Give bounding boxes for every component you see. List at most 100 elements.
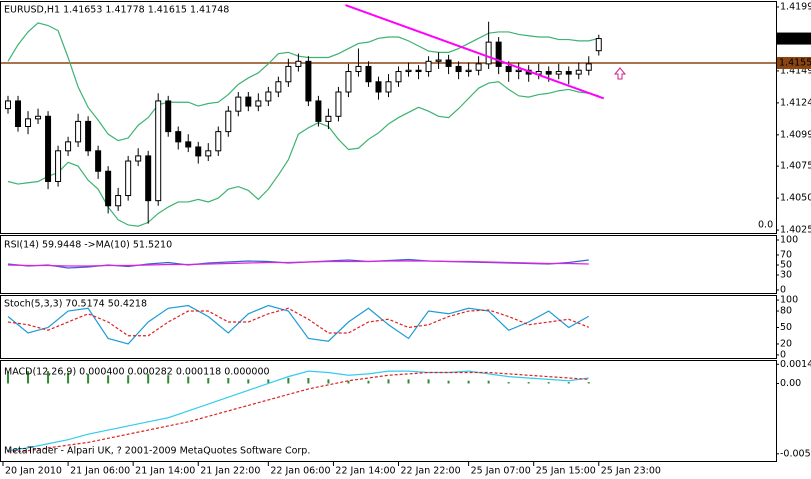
candle-body — [375, 81, 382, 93]
candle-body — [325, 115, 332, 122]
candle-body — [415, 69, 422, 73]
y-tick-label: 20 — [780, 338, 792, 349]
candle-body — [115, 195, 122, 207]
y-tick-label: 1.40250 — [780, 225, 811, 236]
x-tick-label: 25 Jan 15:00 — [536, 466, 596, 477]
y-tick-label: 0 — [780, 349, 786, 360]
candle-body — [5, 100, 12, 110]
trend-line — [345, 4, 605, 100]
y-tick-label: 1.41245 — [780, 97, 811, 108]
candle-body — [455, 65, 462, 73]
x-tick-label: 25 Jan 07:00 — [471, 466, 531, 477]
candle-body — [255, 100, 262, 107]
candle-body — [95, 150, 102, 172]
y-tick-label: 80 — [780, 306, 792, 317]
y-tick-label: 50 — [780, 260, 792, 271]
candle-body — [145, 155, 152, 202]
stoch-title: Stoch(5,3,3) 70.5174 50.4218 — [4, 299, 147, 310]
candle-body — [445, 59, 452, 67]
y-tick-label: 70 — [780, 250, 792, 261]
candle-body — [555, 71, 562, 75]
candle-body — [545, 71, 552, 75]
x-tick-label: 22 Jan 14:00 — [335, 466, 395, 477]
indicator-line — [7, 260, 589, 267]
candle-body — [285, 65, 292, 83]
macd-title: MACD(12,26,9) 0.000400 0.000282 0.000118… — [4, 367, 270, 378]
indicator-line — [7, 307, 589, 337]
last-price-box — [777, 32, 811, 45]
candle-body — [135, 155, 142, 162]
y-tick-label: -0.00513 — [780, 448, 811, 459]
candle-body — [355, 65, 362, 73]
y-tick-label: 1.40750 — [780, 161, 811, 172]
x-tick-label: 21 Jan 14:00 — [135, 466, 195, 477]
candle-body — [485, 41, 492, 65]
candle-body — [85, 120, 92, 152]
candle-body — [495, 41, 502, 67]
candle-body — [175, 131, 182, 143]
candle-body — [505, 65, 512, 73]
indicator-line — [7, 371, 589, 453]
candle-body — [205, 150, 212, 157]
candle-body — [275, 81, 282, 93]
candle-body — [195, 146, 202, 157]
x-tick-label: 22 Jan 22:00 — [401, 466, 461, 477]
price-panel — [0, 1, 777, 234]
candle-body — [365, 65, 372, 83]
candle-body — [295, 60, 302, 67]
candle-body — [55, 150, 62, 182]
y-tick-label: 50 — [780, 322, 792, 333]
volume-label: 0.0 — [758, 220, 773, 231]
candle-body — [265, 91, 272, 102]
candle-body — [515, 69, 522, 73]
candle-body — [15, 100, 22, 128]
candle-body — [585, 63, 592, 71]
candle-body — [215, 131, 222, 152]
rsi-title: RSI(14) 59.9448 ->MA(10) 51.5210 — [4, 240, 172, 251]
candle-body — [185, 141, 192, 148]
y-tick-label: 1.40500 — [780, 193, 811, 204]
candle-body — [575, 69, 582, 75]
y-tick-label: 1.41995 — [780, 1, 811, 12]
hline-label: 1.41557 — [779, 57, 811, 68]
band-line — [7, 22, 599, 142]
x-tick-label: 25 Jan 23:00 — [601, 466, 661, 477]
candle-body — [155, 100, 162, 202]
candle-body — [245, 96, 252, 107]
candle-body — [125, 160, 132, 197]
candle-body — [65, 141, 72, 152]
candle-body — [35, 115, 42, 120]
indicator-line — [7, 304, 590, 345]
candle-body — [465, 69, 472, 73]
candle-body — [385, 81, 392, 93]
y-tick-label: 100 — [780, 295, 798, 306]
candle-body — [405, 69, 412, 73]
last-price-label: 1.41748 — [779, 33, 811, 44]
candle-body — [565, 71, 572, 75]
footer: MetaTrader - Alpari UK, ? 2001-2009 Meta… — [4, 446, 310, 457]
y-tick-label: 1.41495 — [780, 65, 811, 76]
x-tick-label: 22 Jan 06:00 — [270, 466, 330, 477]
candle-body — [595, 38, 602, 52]
buy-arrow — [613, 67, 627, 80]
candle-body — [165, 100, 172, 133]
candle-body — [235, 96, 242, 112]
indicator-line — [7, 370, 589, 452]
candle-body — [45, 115, 52, 182]
candle-body — [105, 170, 112, 207]
candle-body — [225, 110, 232, 133]
x-tick-label: 21 Jan 22:00 — [200, 466, 260, 477]
y-tick-label: 1.40995 — [780, 129, 811, 140]
macd-panel — [0, 360, 777, 462]
candle-body — [435, 59, 442, 62]
candle-body — [25, 118, 32, 128]
candle-body — [345, 71, 352, 93]
hline-label-box — [777, 56, 811, 69]
x-tick-label: 20 Jan 2010 — [5, 466, 62, 477]
candle-body — [305, 60, 312, 102]
y-tick-label: 0 — [780, 285, 786, 296]
x-tick-label: 21 Jan 06:00 — [70, 466, 130, 477]
